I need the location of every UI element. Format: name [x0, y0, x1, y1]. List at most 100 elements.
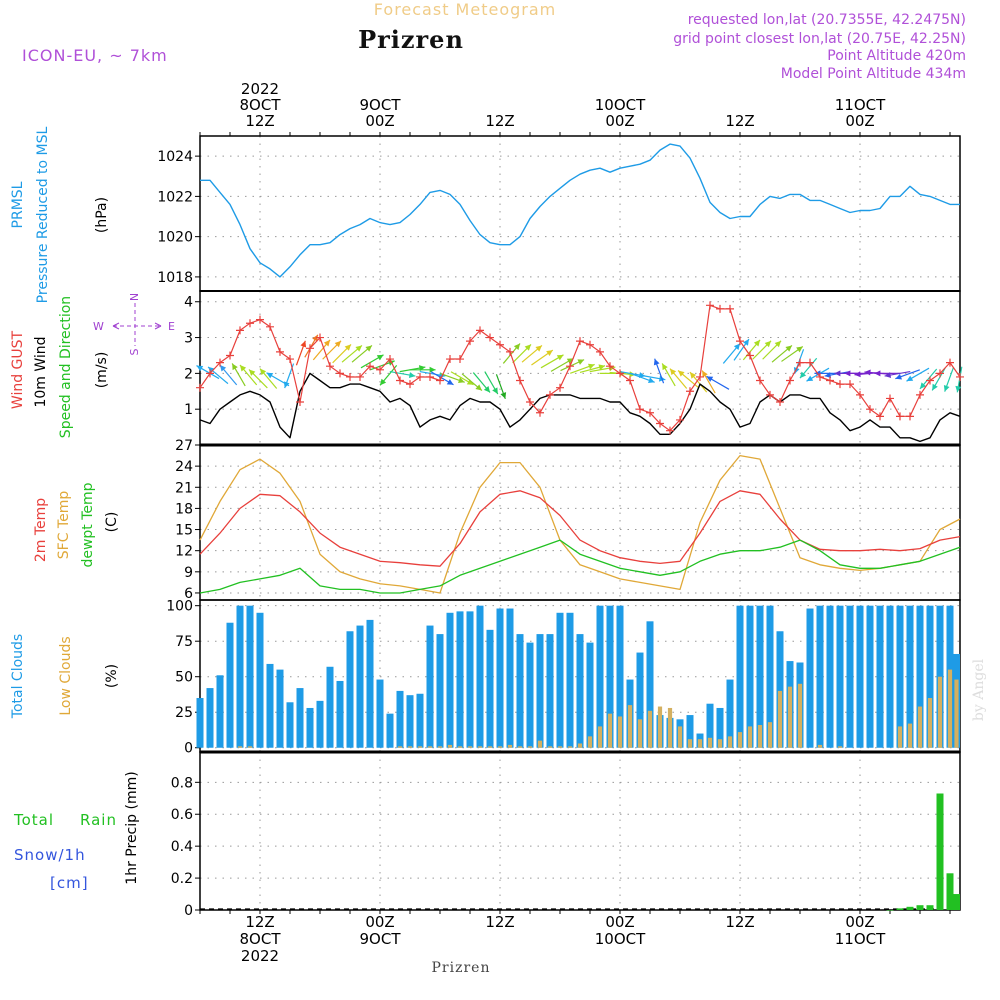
- c-unit-label: (C): [104, 512, 120, 533]
- gust-point: [346, 372, 354, 381]
- low-cloud-bar: [897, 726, 903, 748]
- gust-point: [486, 333, 494, 342]
- clouds-y-tick-label: 100: [166, 599, 193, 615]
- location-title: Prizren: [358, 25, 464, 54]
- precip-y-tick-label: 0.2: [171, 871, 193, 887]
- gust-point: [796, 358, 804, 367]
- total-cloud-bar: [376, 679, 384, 748]
- gust-point: [816, 372, 824, 381]
- gust-point: [376, 365, 384, 374]
- wind-arrow-icon: [955, 366, 963, 393]
- gust-point: [696, 372, 704, 381]
- gust-point: [666, 426, 674, 435]
- total-cloud-bar: [906, 605, 914, 748]
- wind-arrow-icon: [502, 343, 521, 364]
- gust-point: [196, 383, 204, 392]
- total-cloud-bar: [926, 605, 934, 748]
- rain-bar: [916, 905, 924, 910]
- hpa-unit-label: (hPa): [94, 197, 110, 233]
- total-cloud-bar: [486, 629, 494, 748]
- prmsl-label: PRMSL: [10, 181, 26, 228]
- wind-arrow-icon: [484, 371, 499, 395]
- wind-panel: 1 2 3 4: [184, 290, 961, 446]
- total-cloud-bar: [776, 631, 784, 748]
- total-cloud-bar: [266, 663, 274, 748]
- total-cloud-bar: [596, 605, 604, 748]
- wind-arrow-icon: [521, 344, 543, 363]
- total-cloud-bar: [246, 605, 254, 748]
- gust-point: [686, 387, 694, 396]
- low-cloud-bar: [497, 746, 503, 748]
- wind-arrow-icon: [570, 363, 595, 374]
- footer-location: Prizren: [432, 960, 491, 976]
- gust-point: [626, 376, 634, 385]
- pressure-y-tick-label: 1020: [157, 230, 193, 246]
- top-time-label: 12Z: [245, 112, 274, 130]
- low-cloud-bar: [667, 707, 673, 748]
- gust-point: [776, 398, 784, 407]
- low-cloud-bar: [917, 706, 923, 748]
- temperature-panel: 6 9 12 15 18 21 24 27: [175, 438, 961, 602]
- wind-y-tick-label: 3: [184, 331, 193, 347]
- point-altitude: Point Altitude 420m: [827, 48, 966, 64]
- wind-arrow-icon: [399, 365, 426, 373]
- temperature-y-tick-label: 24: [175, 459, 193, 475]
- low-cloud-bar: [954, 679, 959, 748]
- gust-point: [636, 405, 644, 414]
- low-cloud-bar: [737, 732, 743, 748]
- percent-unit-label: (%): [104, 664, 120, 688]
- gust-point: [656, 419, 664, 428]
- gust-point: [476, 326, 484, 335]
- wind-gust-markers: [196, 301, 964, 435]
- gust-point: [436, 376, 444, 385]
- low-cloud-bar: [397, 746, 403, 748]
- top-time-label: 00Z: [605, 112, 634, 130]
- total-cloud-bar: [226, 622, 234, 748]
- gust-point: [896, 412, 904, 421]
- low-cloud-bar: [237, 746, 243, 748]
- total-cloud-bar: [886, 605, 894, 748]
- compass-s: S: [128, 348, 141, 355]
- model-altitude: Model Point Altitude 434m: [781, 66, 966, 82]
- precip-unit-label: 1hr Precip (mm): [124, 771, 140, 884]
- wind-gust-label: Wind GUST: [10, 330, 26, 409]
- total-cloud-bar: [866, 605, 874, 748]
- gust-point: [786, 376, 794, 385]
- wind-10m-label: 10m Wind: [33, 336, 49, 407]
- wind-arrow-icon: [752, 340, 772, 360]
- gust-point: [766, 390, 774, 399]
- wind-arrow-icon: [943, 366, 955, 392]
- top-time-label: 2022: [241, 80, 279, 98]
- total-cloud-bar: [276, 669, 284, 748]
- low-cloud-bar: [487, 746, 493, 748]
- wind-arrow-icon: [906, 367, 930, 382]
- total-cloud-bar: [636, 652, 644, 748]
- total-cloud-bar: [356, 625, 364, 748]
- total-cloud-bar: [806, 608, 814, 748]
- top-time-label: 12Z: [725, 112, 754, 130]
- wind-arrow-icon: [430, 371, 454, 386]
- total-cloud-bar: [526, 642, 534, 748]
- rain-bar: [926, 905, 934, 910]
- low-cloud-bar: [547, 746, 553, 748]
- wind-arrow-icon: [884, 370, 911, 378]
- low-cloud-bar: [457, 746, 463, 748]
- wind-arrow-icon: [919, 368, 938, 390]
- ms-unit-label: (m/s): [94, 352, 110, 389]
- snow-unit-label: [cm]: [50, 874, 89, 892]
- low-cloud-bar: [477, 746, 483, 748]
- requested-coords: requested lon,lat (20.7355E, 42.2475N): [688, 12, 966, 28]
- low-cloud-bar: [727, 736, 733, 748]
- gust-point: [936, 369, 944, 378]
- wind-arrow-icon: [701, 370, 716, 394]
- precip-y-tick-label: 0.8: [171, 775, 193, 791]
- top-time-label: 00Z: [845, 112, 874, 130]
- gust-point: [446, 355, 454, 364]
- total-cloud-bar: [236, 605, 244, 748]
- temp-2m-series-line: [199, 490, 961, 567]
- wind-arrow-icon: [332, 344, 352, 364]
- total-cloud-bar: [816, 605, 824, 748]
- total-cloud-bar: [216, 675, 224, 748]
- wind-arrow-icon: [799, 357, 818, 379]
- total-cloud-bar: [536, 634, 544, 748]
